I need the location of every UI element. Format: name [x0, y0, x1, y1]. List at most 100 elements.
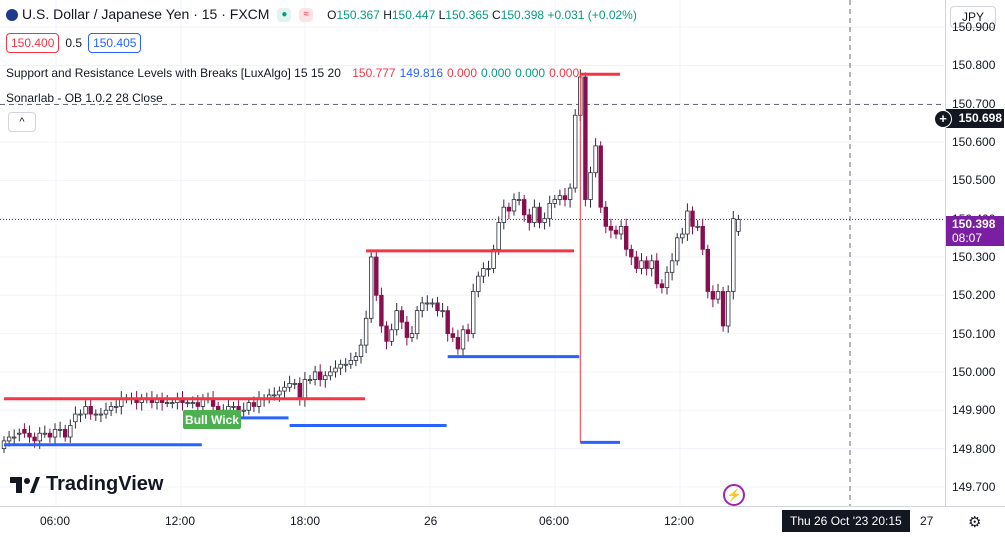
- candle-body: [613, 229, 619, 235]
- candle-body: [629, 248, 634, 258]
- spread-value: 0.5: [65, 36, 83, 50]
- price-tick-label: 149.700: [952, 479, 996, 494]
- candle-body: [573, 114, 578, 189]
- time-tick-label: 18:00: [290, 514, 321, 528]
- price-tick-label: 150.900: [952, 20, 996, 35]
- candle-body: [374, 256, 379, 296]
- symbol-title: U.S. Dollar / Japanese Yen · 15 · FXCM: [22, 6, 270, 22]
- time-tick-label: 12:00: [165, 514, 196, 528]
- candle-body: [379, 294, 384, 327]
- price-axis[interactable]: JPY 150.900 150.800 150.700 150.600 150.500 1…: [934, 0, 1005, 506]
- candle-body: [465, 329, 471, 335]
- candle-body: [11, 436, 17, 439]
- price-tick-label: 149.900: [952, 403, 996, 418]
- candle-body: [532, 206, 537, 223]
- candle-body: [98, 413, 104, 416]
- candle-body: [399, 310, 404, 323]
- candle-body: [170, 402, 175, 404]
- candle-body: [317, 371, 323, 380]
- candle-body: [93, 413, 98, 416]
- candle-body: [664, 271, 670, 289]
- price-tick-label: 150.100: [952, 326, 996, 341]
- chart-area[interactable]: Bull Wick U.S. Dollar / Japanese Yen · 1…: [0, 0, 945, 506]
- candle-body: [506, 206, 512, 212]
- indicator-legend-ob[interactable]: Sonarlab - OB 1.0.2 28 Close: [6, 91, 163, 105]
- candle-body: [83, 405, 88, 415]
- candle-body: [470, 291, 476, 335]
- candle-body: [231, 405, 236, 408]
- candle-body: [726, 291, 731, 327]
- price-chart[interactable]: Bull Wick: [0, 0, 945, 506]
- candle-body: [297, 383, 302, 400]
- indicator-value: 149.816: [399, 66, 443, 80]
- candle-body: [302, 379, 308, 400]
- price-tick-label: 150.000: [952, 364, 996, 379]
- price-tick-label: 150.300: [952, 250, 996, 264]
- indicator-value: 0.000: [549, 66, 580, 80]
- indicator-name: Sonarlab - OB 1.0.2 28 Close: [6, 91, 163, 105]
- trade-row: 150.400 0.5 150.405: [6, 33, 142, 53]
- crosshair-price-label: + 150.698: [934, 109, 1004, 128]
- candle-body: [598, 145, 603, 208]
- candle-body: [435, 302, 440, 312]
- sell-button[interactable]: 150.400: [6, 33, 60, 53]
- lightning-icon[interactable]: ⚡: [723, 484, 745, 506]
- candle-body: [307, 379, 313, 381]
- last-price-label: 150.398 08:07: [946, 216, 1004, 246]
- candle-body: [353, 356, 359, 361]
- candle-body: [414, 310, 420, 335]
- candle-body: [333, 367, 338, 373]
- candle-body: [215, 405, 221, 411]
- candle-body: [736, 219, 741, 232]
- delay-icon: ≈: [299, 8, 314, 23]
- candle-body: [654, 260, 659, 285]
- candle-body: [6, 436, 12, 442]
- candle-body: [537, 206, 542, 223]
- currency-selector[interactable]: JPY: [950, 6, 996, 28]
- candle-body: [394, 310, 399, 331]
- candle-body: [583, 76, 588, 200]
- candle-body: [710, 291, 716, 300]
- candle-body: [501, 206, 506, 223]
- candle-body: [567, 187, 573, 200]
- candle-body: [455, 337, 461, 350]
- candle-body: [384, 325, 389, 342]
- indicator-value: 0.000: [481, 66, 512, 80]
- candle-body: [32, 436, 37, 442]
- candle-body: [608, 225, 614, 231]
- candle-body: [363, 317, 369, 346]
- settings-icon[interactable]: ⚙: [968, 514, 982, 531]
- candle-body: [603, 206, 608, 227]
- tradingview-logo: TradingView: [10, 473, 163, 496]
- candle-body: [272, 394, 277, 397]
- candle-body: [649, 260, 654, 269]
- candle-body: [195, 402, 200, 407]
- candle-body: [557, 195, 563, 200]
- candle-body: [419, 302, 425, 312]
- collapse-legend-button[interactable]: ^: [8, 112, 36, 132]
- buy-button[interactable]: 150.405: [88, 33, 142, 53]
- candle-body: [348, 360, 353, 365]
- symbol-legend[interactable]: U.S. Dollar / Japanese Yen · 15 · FXCM ●…: [6, 6, 637, 23]
- candle-body: [47, 432, 53, 438]
- candle-body: [236, 405, 241, 411]
- time-axis[interactable]: 06:00 12:00 18:00 26 06:00 12:00 27 Thu 26 Oct…: [0, 506, 1005, 537]
- candle-body: [516, 199, 522, 201]
- candle-body: [440, 310, 445, 313]
- candle-body: [624, 225, 629, 250]
- indicator-legend-sr[interactable]: Support and Resistance Levels with Break…: [6, 66, 579, 80]
- price-tick-label: 150.500: [952, 173, 996, 188]
- market-open-icon: ●: [277, 8, 292, 23]
- add-alert-icon[interactable]: +: [934, 110, 952, 128]
- time-tick-label: 26: [424, 514, 438, 528]
- candle-body: [78, 413, 83, 416]
- ohlc-values: O150.367 H150.447 L150.365 C150.398 +0.0…: [327, 8, 637, 22]
- candle-body: [246, 402, 251, 411]
- candle-body: [511, 199, 517, 212]
- candle-body: [312, 371, 318, 380]
- candle-body: [190, 402, 195, 404]
- price-tick-label: 150.700: [952, 96, 996, 111]
- candle-body: [450, 333, 455, 338]
- candle-body: [88, 405, 93, 415]
- candle-body: [358, 344, 364, 358]
